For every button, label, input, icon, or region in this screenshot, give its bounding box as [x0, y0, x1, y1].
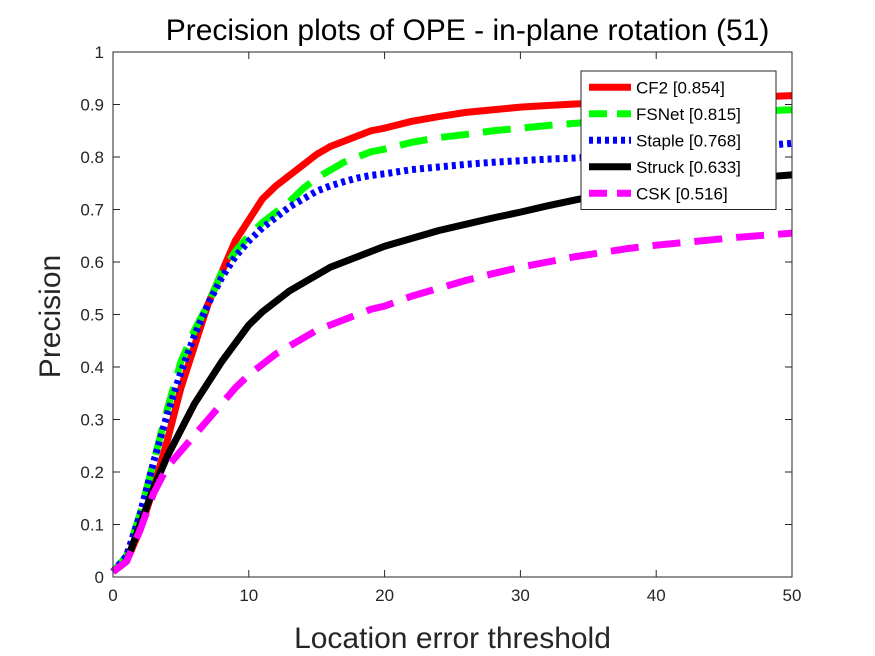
y-tick-label: 0.3	[80, 411, 104, 430]
legend-label-1: CF2 [0.854]	[636, 78, 725, 97]
legend-label-3: Staple [0.768]	[636, 131, 741, 150]
y-axis-title: Precision	[34, 255, 67, 378]
y-tick-label: 0.9	[80, 96, 104, 115]
ticks-layer: 0 10 20 30 40 50 0 0.1 0.2 0.3 0.4 0.5 0.6 0.7 0.8 0.9 1	[80, 43, 801, 605]
y-tick-label: 0.7	[80, 201, 104, 220]
y-tick-label: 0.1	[80, 516, 104, 535]
x-tick-label: 10	[239, 586, 258, 605]
legend: CF2 [0.854] FSNet [0.815] Staple [0.768] St…	[580, 70, 777, 210]
y-tick-label: 0	[95, 568, 104, 587]
x-tick-label: 30	[511, 586, 530, 605]
y-tick-label: 0.6	[80, 253, 104, 272]
y-tick-label: 0.2	[80, 463, 104, 482]
x-tick-label: 20	[375, 586, 394, 605]
legend-label-4: Struck [0.633]	[636, 158, 741, 177]
series-line-5	[110, 229, 793, 575]
legend-label-2: FSNet [0.815]	[636, 105, 741, 124]
y-tick-label: 1	[95, 43, 104, 62]
x-tick-label: 40	[647, 586, 666, 605]
x-axis-title: Location error threshold	[294, 622, 611, 655]
y-tick-label: 0.4	[80, 358, 104, 377]
legend-label-5: CSK [0.516]	[636, 184, 728, 203]
y-tick-label: 0.8	[80, 148, 104, 167]
x-tick-label: 50	[783, 586, 802, 605]
series-line-3	[110, 139, 793, 575]
x-tick-label: 0	[108, 586, 117, 605]
chart-title: Precision plots of OPE - in-plane rotati…	[166, 14, 770, 47]
y-tick-label: 0.5	[80, 306, 104, 325]
